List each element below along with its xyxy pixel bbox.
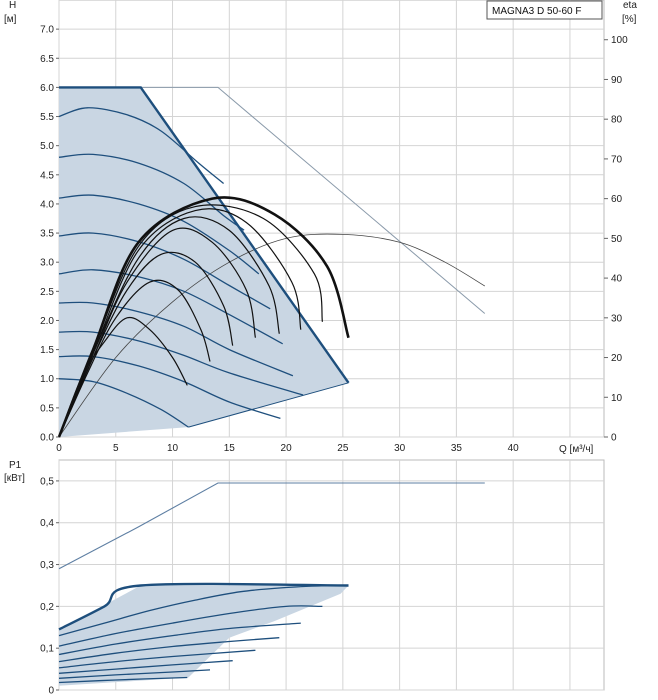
power-curve-2 [58, 584, 346, 637]
head-curve-4 [58, 232, 271, 310]
flow-x-tick-label: 20 [281, 443, 293, 454]
model-label-box [486, 0, 603, 20]
head-y-tick-label: 3.5 [40, 229, 54, 240]
head-curve-7 [58, 330, 304, 396]
eta-y-tick-label: 20 [611, 353, 623, 364]
head-operating-area [59, 87, 349, 438]
eta-axis-title: eta [623, 0, 637, 11]
power-y-tick-label: 0,4 [40, 518, 54, 529]
power-axis-title: P1 [9, 460, 22, 471]
head-curve-6 [58, 301, 294, 377]
head-axis-unit: [м] [4, 14, 17, 25]
power-curve-6 [58, 649, 256, 669]
head-y-tick-label: 0.5 [40, 403, 54, 414]
head-curve-5 [58, 269, 284, 345]
power-axis-unit: [кВт] [4, 473, 25, 484]
head-axis-title: H [9, 0, 16, 11]
twin-pump-eta-curve [58, 233, 486, 438]
eta-y-tick-label: 0 [611, 433, 617, 444]
power-curve-3 [58, 605, 323, 647]
head-y-tick-label: 1.5 [40, 345, 54, 356]
head-curve-3 [58, 194, 260, 275]
eta-y-tick-label: 70 [611, 154, 623, 165]
power-curve-4 [58, 622, 301, 656]
flow-x-tick-label: 15 [224, 443, 236, 454]
eta-y-tick-label: 100 [611, 35, 628, 46]
flow-x-tick-label: 25 [337, 443, 349, 454]
eta-y-tick-label: 40 [611, 274, 623, 285]
head-y-tick-label: 5.5 [40, 112, 54, 123]
head-y-tick-label: 1.0 [40, 374, 54, 385]
head-y-tick-label: 6.5 [40, 54, 54, 65]
eta-y-tick-label: 30 [611, 313, 623, 324]
head-area-bottom-edge [188, 382, 349, 428]
head-y-tick-label: 2.5 [40, 287, 54, 298]
twin-pump-power-line [58, 482, 485, 570]
power-y-tick-label: 0,2 [40, 602, 54, 613]
head-y-tick-label: 2.0 [40, 316, 54, 327]
power-curve-9 [58, 676, 188, 684]
power-curve-5 [58, 637, 280, 663]
power-curve-1 [58, 582, 349, 631]
power-y-tick-label: 0 [48, 686, 54, 697]
flow-x-tick-label: 40 [508, 443, 520, 454]
power-panel: 0 0,1 0,2 0,3 0,4 0,5 [40, 459, 605, 697]
flow-x-tick-label: 35 [451, 443, 463, 454]
head-panel: 0.0 0.5 1.0 1.5 2.0 2.5 3.0 3.5 4.0 4.5 5.0 5.5 6.0 6… [40, 0, 628, 454]
head-y-tick-label: 5.0 [40, 141, 54, 152]
head-y-tick-label: 0.0 [40, 433, 54, 444]
flow-x-tick-label: 0 [56, 443, 62, 454]
eta-y-tick-label: 80 [611, 115, 623, 126]
eta-y-tick-label: 10 [611, 393, 623, 404]
head-curve-2 [58, 153, 245, 231]
head-y-tick-label: 3.0 [40, 258, 54, 269]
head-y-tick-label: 4.0 [40, 199, 54, 210]
eta-y-tick-label: 60 [611, 194, 623, 205]
eta-y-tick-label: 50 [611, 234, 623, 245]
flow-x-tick-label: 5 [113, 443, 119, 454]
power-curve-8 [58, 669, 211, 679]
eta-y-tick-label: 90 [611, 75, 623, 86]
model-label: MAGNA3 D 50-60 F [492, 6, 581, 17]
power-y-tick-label: 0,5 [40, 476, 54, 487]
power-y-tick-label: 0,1 [40, 644, 54, 655]
flow-x-tick-label: 10 [167, 443, 179, 454]
power-curve-7 [58, 660, 233, 674]
eta-curve-2 [58, 279, 211, 438]
flow-x-tick-label: 30 [394, 443, 406, 454]
head-max-curve [59, 86, 350, 384]
eta-curve-8 [57, 196, 350, 438]
eta-axis-unit: [%] [622, 14, 637, 25]
flow-axis-label: Q [м³/ч] [559, 444, 594, 455]
eta-curve-4 [58, 227, 256, 438]
head-y-tick-label: 6.0 [40, 83, 54, 94]
power-y-tick-label: 0,3 [40, 560, 54, 571]
head-y-tick-label: 7.0 [40, 25, 54, 36]
head-curve-1 [58, 107, 225, 185]
head-y-tick-label: 4.5 [40, 170, 54, 181]
eta-curve-6 [58, 208, 302, 438]
